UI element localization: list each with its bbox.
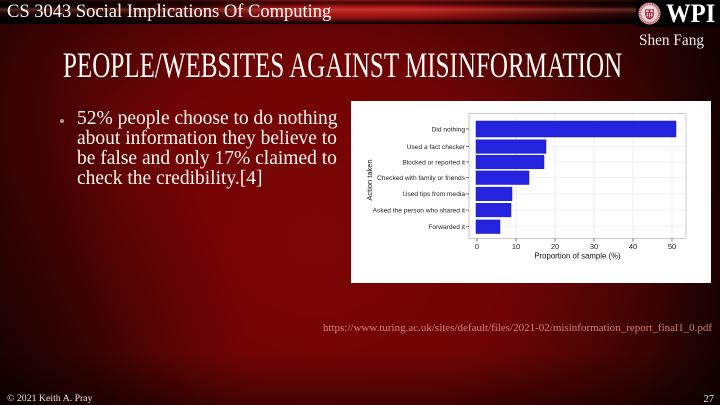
svg-text:0: 0 bbox=[475, 242, 479, 251]
svg-text:Blocked or reported it: Blocked or reported it bbox=[402, 159, 465, 166]
svg-text:Used tips from media: Used tips from media bbox=[403, 191, 466, 198]
svg-text:30: 30 bbox=[590, 242, 598, 251]
svg-text:Forwarded it: Forwarded it bbox=[428, 224, 465, 231]
svg-text:10: 10 bbox=[512, 242, 520, 251]
svg-text:Checked with family or friends: Checked with family or friends bbox=[377, 175, 466, 182]
svg-text:Proportion of sample (%): Proportion of sample (%) bbox=[534, 252, 621, 261]
svg-text:Used a fact checker: Used a fact checker bbox=[407, 144, 466, 151]
svg-text:50: 50 bbox=[668, 242, 676, 251]
svg-text:Did nothing: Did nothing bbox=[432, 126, 466, 133]
svg-text:40: 40 bbox=[629, 242, 637, 251]
svg-text:20: 20 bbox=[551, 242, 559, 251]
svg-text:Action taken: Action taken bbox=[365, 159, 374, 200]
svg-text:Asked the person who shared it: Asked the person who shared it bbox=[373, 207, 466, 214]
